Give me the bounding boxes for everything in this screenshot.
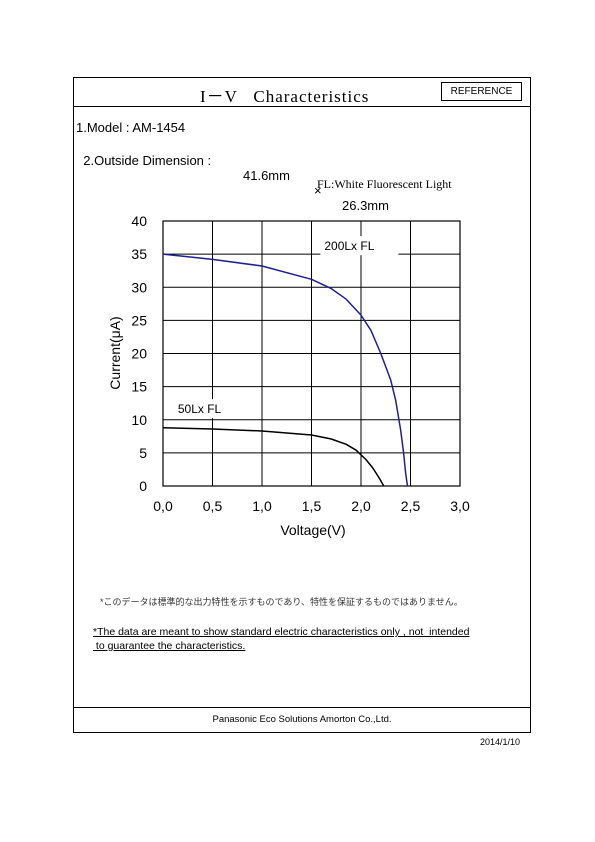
y-tick-label: 35 (131, 246, 147, 262)
series-line-0 (162, 253, 409, 487)
chart-ticks: 0,0 0,5 1,0 1,5 2,0 2,5 3,0 0 5 10 15 20 25 30 35 40 (131, 213, 470, 514)
dimension-times: × (314, 183, 322, 198)
dimension-spec: 2.Outside Dimension : 41.6mm × 26.3mm (76, 138, 389, 213)
y-tick-label: 25 (131, 312, 147, 328)
y-tick-label: 20 (131, 346, 147, 362)
series-label-bg (320, 236, 399, 256)
disclaimer-line-1: *The data are meant to show standard ele… (93, 626, 470, 638)
series-label-bg (173, 399, 258, 419)
company-name: Panasonic Eco Solutions Amorton Co.,Ltd. (212, 714, 392, 725)
x-tick-label: 0,0 (153, 498, 173, 514)
title-divider (73, 106, 531, 107)
document-frame (73, 77, 531, 733)
x-tick-label: 2,0 (351, 498, 371, 514)
x-tick-label: 0,5 (203, 498, 223, 514)
y-tick-label: 30 (131, 279, 147, 295)
page-title: I－V Characteristics (200, 87, 370, 106)
y-tick-label: 0 (139, 478, 147, 494)
dimension-width: 41.6mm (243, 168, 290, 183)
x-tick-label: 1,5 (302, 498, 322, 514)
japanese-note: *このデータは標準的な出力特性を示すものであり、特性を保証するものではありません… (100, 597, 463, 607)
y-tick-label: 10 (131, 412, 147, 428)
x-tick-label: 2,5 (401, 498, 421, 514)
series-label: 200Lx FL (324, 239, 374, 253)
dimension-label: 2.Outside Dimension : (83, 153, 212, 168)
y-tick-label: 40 (131, 213, 147, 229)
x-axis-label: Voltage(V) (280, 522, 345, 538)
light-source-note: FL:White Fluorescent Light (317, 177, 452, 191)
footer-divider (73, 707, 531, 708)
chart-series-labels: 200Lx FL 50Lx FL (173, 236, 399, 419)
dimension-height: 26.3mm (342, 198, 389, 213)
x-tick-label: 3,0 (450, 498, 470, 514)
series-line-1 (162, 426, 385, 487)
x-tick-label: 1,0 (252, 498, 272, 514)
reference-badge: REFERENCE (441, 82, 522, 101)
y-axis-label: Current(μA) (107, 316, 123, 389)
disclaimer-line-2: to guarantee the characteristics. (93, 640, 246, 652)
series-label: 50Lx FL (178, 402, 222, 416)
document-date: 2014/1/10 (480, 737, 521, 747)
iv-chart: 0,0 0,5 1,0 1,5 2,0 2,5 3,0 0 5 10 15 20 25 30 35 40 20… (107, 213, 470, 538)
model-spec: 1.Model : AM-1454 (76, 120, 186, 135)
y-tick-label: 15 (131, 379, 147, 395)
chart-series (162, 253, 409, 487)
chart-grid (162, 220, 461, 487)
y-tick-label: 5 (139, 445, 147, 461)
